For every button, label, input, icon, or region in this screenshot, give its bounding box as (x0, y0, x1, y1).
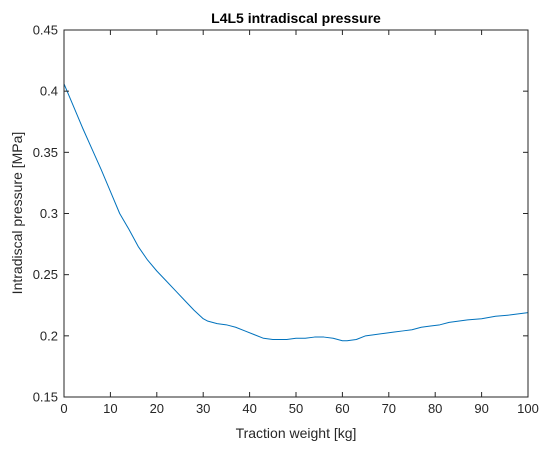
x-tick-label: 60 (335, 401, 349, 416)
y-tick-label: 0.15 (33, 390, 58, 405)
x-axis-ticks: 0 10 20 30 40 50 60 70 80 90 100 (60, 30, 539, 416)
x-tick-label: 80 (428, 401, 442, 416)
x-axis-label: Traction weight [kg] (236, 425, 357, 441)
x-tick-label: 50 (289, 401, 303, 416)
x-tick-label: 70 (382, 401, 396, 416)
y-tick-label: 0.45 (33, 23, 58, 38)
y-tick-label: 0.4 (40, 84, 58, 99)
y-axis-label: Intradiscal pressure [MPa] (9, 132, 25, 295)
x-tick-label: 0 (60, 401, 67, 416)
chart-title: L4L5 intradiscal pressure (211, 10, 381, 26)
x-tick-label: 20 (150, 401, 164, 416)
plot-background (64, 30, 528, 397)
y-axis-ticks: 0.15 0.2 0.25 0.3 0.35 0.4 0.45 (33, 23, 528, 405)
series-layer (63, 83, 529, 342)
x-tick-label: 40 (242, 401, 256, 416)
x-tick-label: 100 (517, 401, 539, 416)
y-tick-label: 0.35 (33, 145, 58, 160)
y-tick-label: 0.3 (40, 206, 58, 221)
plot-area (64, 30, 528, 397)
x-tick-label: 30 (196, 401, 210, 416)
y-tick-label: 0.25 (33, 267, 58, 282)
series-line (63, 83, 529, 342)
x-tick-label: 10 (103, 401, 117, 416)
y-tick-label: 0.2 (40, 328, 58, 343)
x-tick-label: 90 (474, 401, 488, 416)
